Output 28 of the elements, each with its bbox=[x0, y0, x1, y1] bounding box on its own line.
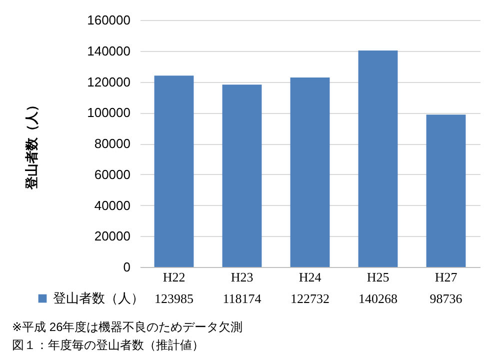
x-tick-label: H27 bbox=[434, 270, 458, 284]
y-tick-label: 100000 bbox=[87, 105, 130, 120]
bar bbox=[290, 78, 330, 267]
bar bbox=[222, 84, 262, 267]
x-tick-label: H24 bbox=[298, 270, 322, 284]
bar bbox=[154, 76, 194, 267]
y-tick-label: 60000 bbox=[94, 166, 130, 182]
text: ※平成 26年度は機器不良のためデータ欠測 bbox=[12, 320, 243, 334]
y-tick-label: 120000 bbox=[87, 74, 130, 90]
caption: 図１：年度毎の登山者数（推計値） bbox=[12, 338, 204, 352]
bar bbox=[426, 114, 466, 267]
data-label: 140268 bbox=[358, 291, 398, 306]
y-tick-label: 40000 bbox=[94, 198, 130, 213]
data-label: 118174 bbox=[222, 291, 262, 306]
y-tick-label: 80000 bbox=[94, 136, 130, 151]
data-label: 98736 bbox=[430, 291, 463, 306]
legend-label: 登山者数（人） bbox=[53, 290, 144, 306]
x-tick-label: H23 bbox=[230, 270, 254, 284]
y-tick-label: 0 bbox=[123, 260, 130, 274]
y-axis-title: 登山者数（人） bbox=[24, 98, 40, 190]
y-tick-label: 140000 bbox=[87, 43, 130, 58]
x-tick-label: H25 bbox=[366, 270, 390, 284]
x-tick-label: H22 bbox=[162, 270, 186, 284]
data-label: 123985 bbox=[154, 291, 194, 306]
data-label: 122732 bbox=[290, 291, 330, 306]
bar bbox=[358, 50, 398, 267]
y-tick-label: 20000 bbox=[94, 228, 130, 244]
y-tick-label: 160000 bbox=[87, 12, 130, 28]
